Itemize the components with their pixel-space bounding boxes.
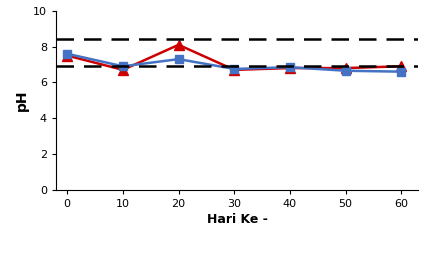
GH15TB35 (120, 68, 125, 72)
GH15TB35 (175, 43, 181, 46)
Line: GH15TB70: GH15TB70 (63, 50, 405, 76)
GH15TB70 (398, 70, 403, 73)
GH15TB70 (120, 65, 125, 68)
Y-axis label: pH: pH (15, 89, 29, 111)
GH15TB35 (342, 66, 347, 70)
X-axis label: Hari Ke -: Hari Ke - (206, 213, 267, 226)
GH15TB35 (64, 54, 70, 57)
GH15TB35 (287, 66, 292, 70)
GH15TB35 (231, 68, 236, 72)
GH15TB70 (287, 66, 292, 69)
GH15TB70 (342, 69, 347, 72)
GH15TB70 (175, 57, 181, 61)
GH15TB35 (398, 65, 403, 68)
Line: GH15TB35: GH15TB35 (62, 40, 405, 75)
GH15TB70 (64, 52, 70, 55)
GH15TB70 (231, 67, 236, 71)
